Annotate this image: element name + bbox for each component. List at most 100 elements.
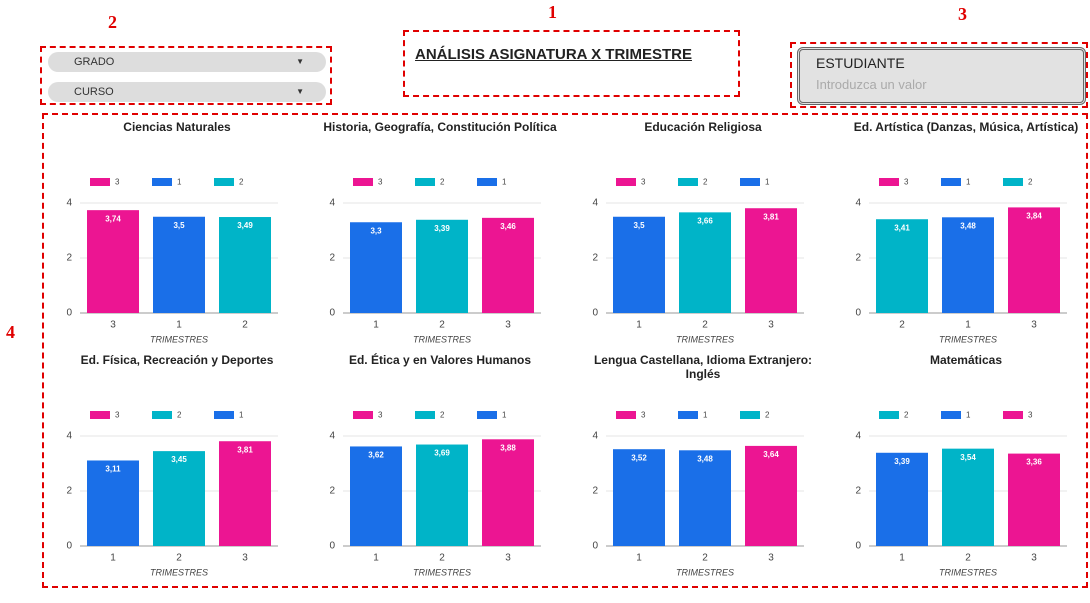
legend-label: 3: [641, 178, 646, 187]
value-label: 3,84: [1026, 212, 1042, 221]
y-tick-label: 0: [329, 308, 335, 319]
x-tick-label: 2: [899, 320, 905, 331]
dropdown[interactable]: CURSO ▼: [48, 82, 326, 102]
legend-swatch: [941, 411, 961, 419]
chart-title: Lengua Castellana, Idioma Extranjero: In…: [593, 353, 813, 381]
value-label: 3,41: [894, 223, 910, 232]
legend-label: 1: [966, 411, 971, 420]
dropdown-label: GRADO: [74, 56, 115, 68]
dropdown-arrow: ▼: [296, 57, 304, 66]
legend-label: 2: [440, 178, 445, 187]
legend-swatch: [353, 178, 373, 186]
legend-label: 3: [115, 178, 120, 187]
x-tick-label: 2: [242, 320, 248, 331]
legend-swatch: [616, 178, 636, 186]
legend-swatch: [477, 178, 497, 186]
legend-swatch: [740, 411, 760, 419]
bar: [942, 448, 994, 546]
value-label: 3,62: [368, 451, 384, 460]
bar: [1008, 453, 1060, 546]
legend-swatch: [879, 178, 899, 186]
legend-label: 2: [440, 411, 445, 420]
legend-label: 2: [1028, 178, 1033, 187]
bar: [350, 222, 402, 313]
x-tick-label: 2: [965, 553, 971, 564]
x-tick-label: 3: [768, 553, 774, 564]
annotation-box: [42, 113, 1088, 588]
dropdown[interactable]: GRADO ▼: [48, 52, 326, 72]
bar: [745, 208, 797, 313]
x-axis-title: TRIMESTRES: [939, 567, 997, 577]
value-label: 3,39: [434, 224, 450, 233]
chart-title: Ed. Artística (Danzas, Música, Artística…: [853, 120, 1079, 134]
value-label: 3,54: [960, 453, 976, 462]
x-tick-label: 1: [636, 320, 642, 331]
legend-swatch: [616, 411, 636, 419]
legend-label: 2: [904, 411, 909, 420]
x-axis-title: TRIMESTRES: [939, 334, 997, 344]
legend-label: 1: [502, 178, 507, 187]
chart-title: Ciencias Naturales: [123, 120, 231, 134]
x-tick-label: 2: [702, 320, 708, 331]
x-tick-label: 1: [899, 553, 905, 564]
x-tick-label: 1: [110, 553, 116, 564]
y-tick-label: 0: [592, 308, 598, 319]
value-label: 3,49: [237, 221, 253, 230]
x-tick-label: 3: [110, 320, 116, 331]
legend-swatch: [678, 178, 698, 186]
x-tick-label: 1: [176, 320, 182, 331]
chart: 3 1 2 0 2 4 3,52 1 3,48 2 3,64 3 TRIMESTRES: [592, 411, 804, 577]
legend-label: 1: [239, 411, 244, 420]
bar: [679, 450, 731, 546]
annotation-box: [403, 30, 740, 97]
bar: [745, 445, 797, 546]
legend-swatch: [90, 411, 110, 419]
x-tick-label: 3: [768, 320, 774, 331]
input-box[interactable]: ESTUDIANTE Introduzca un valor: [797, 47, 1086, 105]
bar: [87, 460, 139, 546]
legend-label: 3: [378, 178, 383, 187]
value-label: 3,45: [171, 455, 187, 464]
chart: 3 2 1 0 2 4 3,11 1 3,45 2 3,81 3 TRIMESTRES: [66, 411, 278, 577]
annotation: 1: [548, 2, 557, 22]
x-axis-title: TRIMESTRES: [150, 334, 208, 344]
value-label: 3,81: [237, 445, 253, 454]
y-tick-label: 0: [66, 308, 72, 319]
legend-swatch: [415, 411, 435, 419]
bar: [613, 449, 665, 546]
legend-swatch: [740, 178, 760, 186]
dropdown-arrow: ▼: [296, 87, 304, 96]
value-label: 3,64: [763, 450, 779, 459]
x-tick-label: 1: [965, 320, 971, 331]
y-tick-label: 2: [592, 253, 598, 264]
y-tick-label: 0: [329, 541, 335, 552]
bar: [153, 216, 205, 313]
x-tick-label: 1: [373, 553, 379, 564]
legend-label: 2: [703, 178, 708, 187]
value-label: 3,3: [370, 226, 382, 235]
chart: 3 2 1 0 2 4 3,5 1 3,66 2 3,81 3 TRIMESTRES: [592, 178, 804, 344]
x-tick-label: 1: [636, 553, 642, 564]
legend-label: 1: [966, 178, 971, 187]
bar: [482, 217, 534, 313]
y-tick-label: 4: [855, 198, 861, 209]
y-tick-label: 2: [66, 253, 72, 264]
annotation: 3: [958, 4, 967, 24]
legend-label: 3: [1028, 411, 1033, 420]
bar: [219, 217, 271, 313]
y-tick-label: 2: [329, 253, 335, 264]
value-label: 3,5: [633, 221, 645, 230]
bar: [613, 216, 665, 313]
bar: [87, 210, 139, 313]
legend-swatch: [678, 411, 698, 419]
bar: [153, 451, 205, 546]
legend-swatch: [214, 178, 234, 186]
legend-swatch: [415, 178, 435, 186]
value-label: 3,48: [960, 221, 976, 230]
bar: [679, 212, 731, 313]
x-tick-label: 3: [1031, 553, 1037, 564]
legend-swatch: [152, 411, 172, 419]
chart: 3 1 2 0 2 4 3,74 3 3,5 1 3,49 2 TRIMESTRES: [66, 178, 278, 344]
page-title: ANÁLISIS ASIGNATURA X TRIMESTRE: [415, 46, 692, 63]
y-tick-label: 4: [66, 198, 72, 209]
